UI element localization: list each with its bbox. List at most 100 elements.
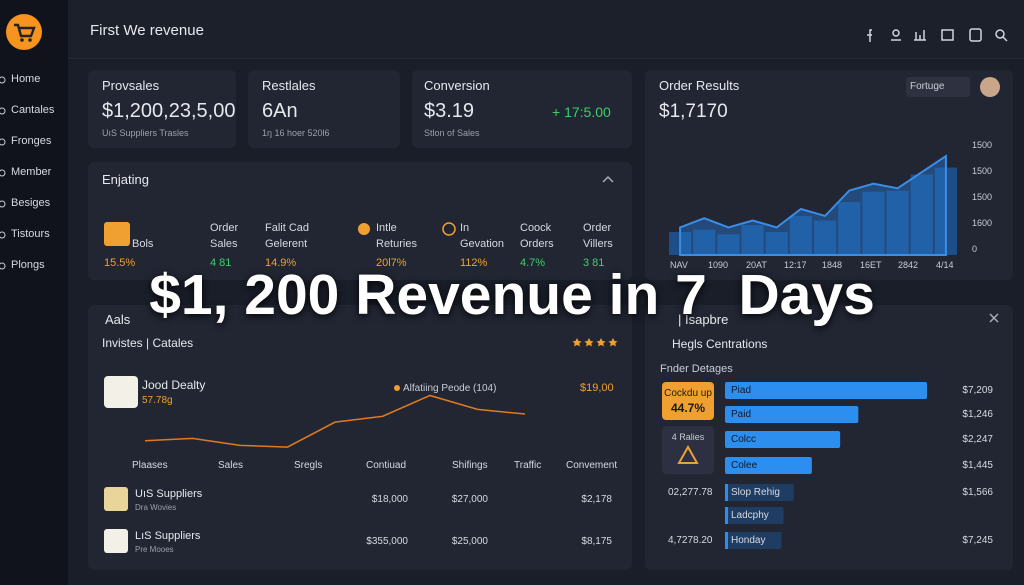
bar — [725, 532, 782, 549]
y-tick-label: 1600 — [972, 218, 993, 228]
x-tick-label: 1848 — [822, 260, 843, 270]
x-tick-label: 12:17 — [784, 260, 807, 270]
avatar[interactable] — [980, 77, 1000, 97]
page-title: First We revenue — [90, 22, 204, 39]
metric-label: Returies — [376, 238, 417, 250]
row-name: UıS Suppliers — [135, 488, 203, 500]
metric-label: Coock — [520, 222, 552, 234]
bar — [725, 382, 927, 399]
y-tick-label: 1500 — [972, 166, 993, 176]
x-tick-label: 20AT — [746, 260, 767, 270]
column-header: Convement — [566, 460, 618, 471]
cart-icon — [14, 23, 36, 38]
metric-value: 15.5% — [104, 257, 136, 269]
top-bar — [68, 0, 1024, 59]
bar — [862, 191, 885, 255]
nav-item: Cantales — [11, 104, 55, 116]
row-icon — [104, 529, 128, 553]
button-label[interactable]: Fortuge — [910, 81, 945, 92]
nav-icon — [0, 76, 6, 84]
metric-label: Gelerent — [265, 238, 308, 250]
collapse-icon[interactable] — [602, 175, 614, 183]
row-cell: $355,000 — [366, 536, 408, 547]
top-icons — [867, 28, 1008, 42]
row-cell: $2,178 — [581, 494, 612, 505]
bar — [725, 431, 841, 448]
nav-item: Plongs — [11, 259, 45, 271]
bar — [886, 190, 909, 255]
nav-item: Tistours — [11, 228, 50, 240]
bar — [717, 234, 740, 255]
engage-icon — [104, 222, 130, 246]
banner: $1, 200 Revenue in 7 Days — [149, 263, 875, 327]
column-header: Sregls — [294, 460, 323, 471]
bar-amount: $2,247 — [962, 434, 993, 445]
stars — [572, 338, 618, 347]
panel-title: Invistes | Catales — [102, 336, 194, 350]
bar-label: Paid — [731, 409, 752, 420]
bar — [814, 220, 837, 255]
bar-label: Ladcphy — [731, 510, 769, 521]
warning-icon — [677, 444, 699, 464]
row-sub: Pre Mooes — [135, 545, 174, 554]
row-name: LıS Suppliers — [135, 530, 201, 542]
nav-item: Besiges — [11, 197, 51, 209]
metric-label: Order — [583, 222, 612, 234]
bar-amount: $1,445 — [962, 460, 993, 471]
metric-label: Gevation — [460, 238, 505, 250]
legend-dot — [394, 385, 400, 391]
cart-wheel — [20, 38, 24, 42]
legend-label: Alfatiing Peode (104) — [403, 383, 497, 394]
bar-left: 4,7278.20 — [668, 535, 713, 546]
button[interactable] — [906, 77, 970, 97]
row-cell: $8,175 — [581, 536, 612, 547]
bar-label: Honday — [731, 535, 766, 546]
metric-value: 112% — [460, 257, 488, 269]
card — [88, 70, 236, 148]
alert-box — [662, 426, 714, 474]
close-icon[interactable] — [989, 313, 999, 323]
nav-item: Fronges — [11, 135, 52, 147]
bar-edge — [725, 532, 728, 549]
metric-value: 4 81 — [210, 257, 232, 269]
hidden-title: Aals — [105, 312, 131, 327]
price: $19,00 — [580, 382, 614, 394]
nav-icon — [0, 200, 6, 208]
area — [679, 154, 947, 256]
metric-value: 14.9% — [265, 257, 297, 269]
bar — [741, 225, 764, 255]
x-tick-label: 4/14 — [936, 260, 954, 270]
alert-label: 4 Ralies — [671, 432, 705, 442]
bar — [725, 484, 794, 501]
nav-item: Home — [11, 73, 41, 85]
metric-label: Order — [210, 222, 239, 234]
cart-wheel — [28, 38, 32, 42]
card-sub: 1ŋ 16 hoer 520l6 — [262, 128, 330, 138]
left-panel — [88, 305, 632, 570]
metric-label: Intle — [376, 222, 397, 234]
bar-label: Colee — [731, 460, 758, 471]
product-icon — [104, 376, 138, 408]
column-header: Sales — [218, 460, 244, 471]
metric-value: 20l7% — [376, 257, 407, 269]
bar — [765, 232, 788, 255]
metric-value: 3 81 — [583, 257, 605, 269]
nav-icon — [0, 107, 6, 115]
row-cell: $27,000 — [451, 494, 488, 505]
nav-icon — [0, 231, 6, 239]
row-icon — [104, 487, 128, 511]
bar-label: Colcc — [731, 434, 757, 445]
column-header: Contiuad — [366, 460, 407, 471]
bar-label: Piad — [731, 385, 752, 396]
column-header: Shifings — [452, 460, 488, 471]
card-value: 6An — [262, 100, 298, 122]
bar-left: 02,277.78 — [668, 487, 713, 498]
bar — [725, 406, 859, 423]
column-header: Traffic — [514, 460, 542, 471]
card-title: Provsales — [102, 78, 160, 93]
bar-amount: $1,566 — [962, 487, 993, 498]
y-tick-label: 1500 — [972, 192, 993, 202]
card-value: $3.19 — [424, 100, 475, 122]
